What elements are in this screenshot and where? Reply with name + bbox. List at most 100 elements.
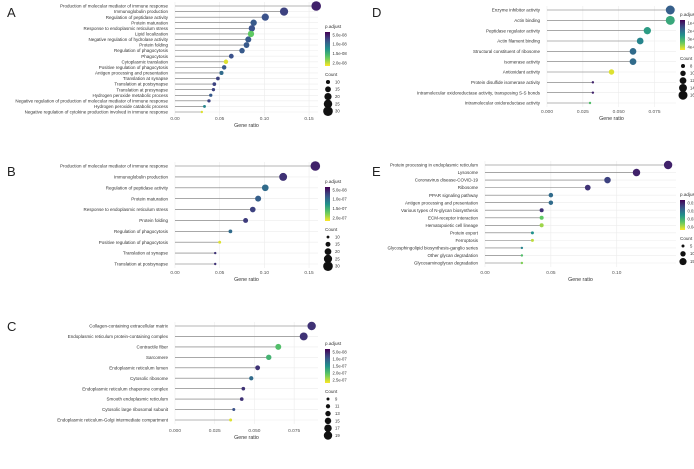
data-point: [520, 261, 524, 265]
term-label: Intramolecular oxidoreductase activity: [465, 101, 541, 106]
term-label: Lipid localization: [135, 31, 169, 36]
size-legend-label: 9: [335, 396, 338, 401]
term-label: Protein processing in endoplasmic reticu…: [390, 163, 478, 168]
size-legend-label: 14: [690, 85, 694, 90]
data-point: [530, 231, 534, 235]
term-label: Cytosolic ribosome: [130, 376, 169, 381]
term-label: Cytoplasmic translation: [121, 59, 168, 64]
term-label: Intramolecular oxidoreductase activity, …: [417, 90, 541, 95]
colorbar-label: 3e-06: [688, 36, 694, 41]
legend-size-title: Count: [680, 56, 693, 61]
data-point: [212, 82, 217, 86]
data-point: [200, 110, 204, 114]
term-label: PPAR signaling pathway: [429, 193, 479, 198]
x-tick-label: 0.050: [248, 428, 260, 434]
term-label: Translation at postsynapse: [114, 262, 168, 267]
data-point: [266, 354, 272, 361]
colorbar-label: 0.01: [688, 200, 694, 205]
colorbar-label: 1.5e-07: [333, 363, 348, 368]
size-legend-dot: [323, 254, 333, 264]
x-tick-label: 0.075: [288, 428, 300, 434]
term-label: Hematopoietic cell lineage: [425, 223, 478, 228]
data-point: [245, 36, 252, 43]
size-legend-label: 13: [335, 411, 340, 416]
term-label: Hydrogen peroxide metabolic process: [92, 93, 168, 98]
legend-color-title: p.adjust: [680, 12, 694, 17]
term-label: Regulation of peptidase activity: [106, 15, 169, 20]
x-tick-label: 0.10: [260, 116, 270, 122]
data-point: [520, 246, 524, 250]
size-legend-label: 15: [335, 242, 340, 247]
term-label: Endoplasmic reticulum-Golgi intermediate…: [57, 418, 169, 423]
colorbar-label: 1.5e-08: [333, 51, 348, 56]
size-legend-label: 20: [335, 94, 340, 99]
term-label: Translation at synapse: [123, 251, 169, 256]
size-legend-label: 10: [690, 71, 694, 76]
data-point: [299, 332, 308, 341]
colorbar-label: 0.02: [688, 208, 694, 213]
term-label: Hydrogen peroxide catabolic process: [94, 104, 169, 109]
size-legend-label: 20: [335, 249, 340, 254]
x-tick-label: 0.15: [304, 116, 314, 122]
panel-letter: C: [7, 319, 16, 334]
term-label: Immunoglobulin production: [114, 9, 169, 14]
x-tick-label: 0.05: [215, 116, 225, 122]
data-point: [588, 101, 592, 105]
term-label: Positive regulation of phagocytosis: [99, 240, 169, 245]
data-point: [608, 69, 615, 75]
data-point: [310, 161, 321, 171]
data-point: [248, 25, 256, 32]
size-legend-dot: [323, 431, 333, 440]
panel-a: A Production of molecular mediator of imm…: [7, 1, 347, 129]
colorbar-label: 0.03: [688, 216, 694, 221]
term-label: Translation at synapse: [123, 76, 169, 81]
term-label: Coronavirus disease-COVID-19: [415, 178, 479, 183]
x-axis-label: Gene ratio: [568, 277, 593, 283]
legend-color-title: p.adjust: [325, 179, 342, 184]
panel-c: C Collagen-containing extracellular matri…: [7, 319, 347, 441]
colorbar-label: 0.04: [688, 224, 694, 229]
x-tick-label: 0.000: [541, 109, 553, 115]
colorbar: [325, 349, 330, 383]
x-tick-label: 0.10: [612, 270, 622, 276]
size-legend-dot: [325, 404, 331, 409]
term-label: Sarcomere: [146, 355, 169, 360]
legend-color-title: p.adjust: [680, 192, 694, 197]
term-label: Antioxidant activity: [503, 70, 541, 75]
x-tick-label: 0.00: [480, 270, 490, 276]
colorbar-label: 5.0e-08: [333, 32, 348, 37]
term-label: Endoplasmic reticulum lumen: [109, 365, 168, 370]
colorbar-label: 5.0e-08: [333, 187, 348, 192]
term-label: Smooth endoplasmic reticulum: [106, 397, 168, 402]
term-label: Endoplasmic reticulum protein-containing…: [68, 334, 169, 339]
term-label: Collagen-containing extracellular matrix: [89, 324, 169, 329]
legend-size-title: Count: [325, 389, 338, 394]
data-point: [211, 88, 216, 92]
x-axis-label: Gene ratio: [234, 123, 259, 129]
data-point: [203, 104, 206, 108]
data-point: [228, 229, 233, 234]
x-tick-label: 0.025: [577, 109, 589, 115]
size-legend-dot: [680, 251, 686, 257]
term-label: Response to endoplasmic reticulum stress: [83, 26, 168, 31]
data-point: [261, 13, 269, 21]
size-legend-dot: [325, 86, 331, 93]
term-label: Production of molecular mediator of immu…: [60, 4, 169, 9]
term-label: Endoplasmic reticulum chaperone complex: [82, 386, 169, 391]
colorbar: [680, 20, 685, 50]
term-label: Negative regulation of hydrolase activit…: [88, 37, 168, 42]
data-point: [275, 343, 282, 350]
term-label: Glycosaminoglycan degradation: [414, 261, 479, 266]
data-point: [311, 1, 322, 11]
data-point: [249, 376, 254, 381]
data-point: [228, 53, 234, 59]
data-point: [629, 47, 637, 55]
data-point: [548, 200, 554, 205]
data-point: [261, 184, 269, 192]
size-legend-dot: [324, 248, 332, 255]
size-legend-dot: [326, 235, 330, 239]
panel-e: E Protein processing in endoplasmic retic…: [372, 160, 694, 283]
colorbar-label: 2.5e-07: [333, 377, 348, 382]
x-tick-label: 0.050: [613, 109, 625, 115]
term-label: Protein disulfide isomerase activity: [471, 80, 541, 85]
